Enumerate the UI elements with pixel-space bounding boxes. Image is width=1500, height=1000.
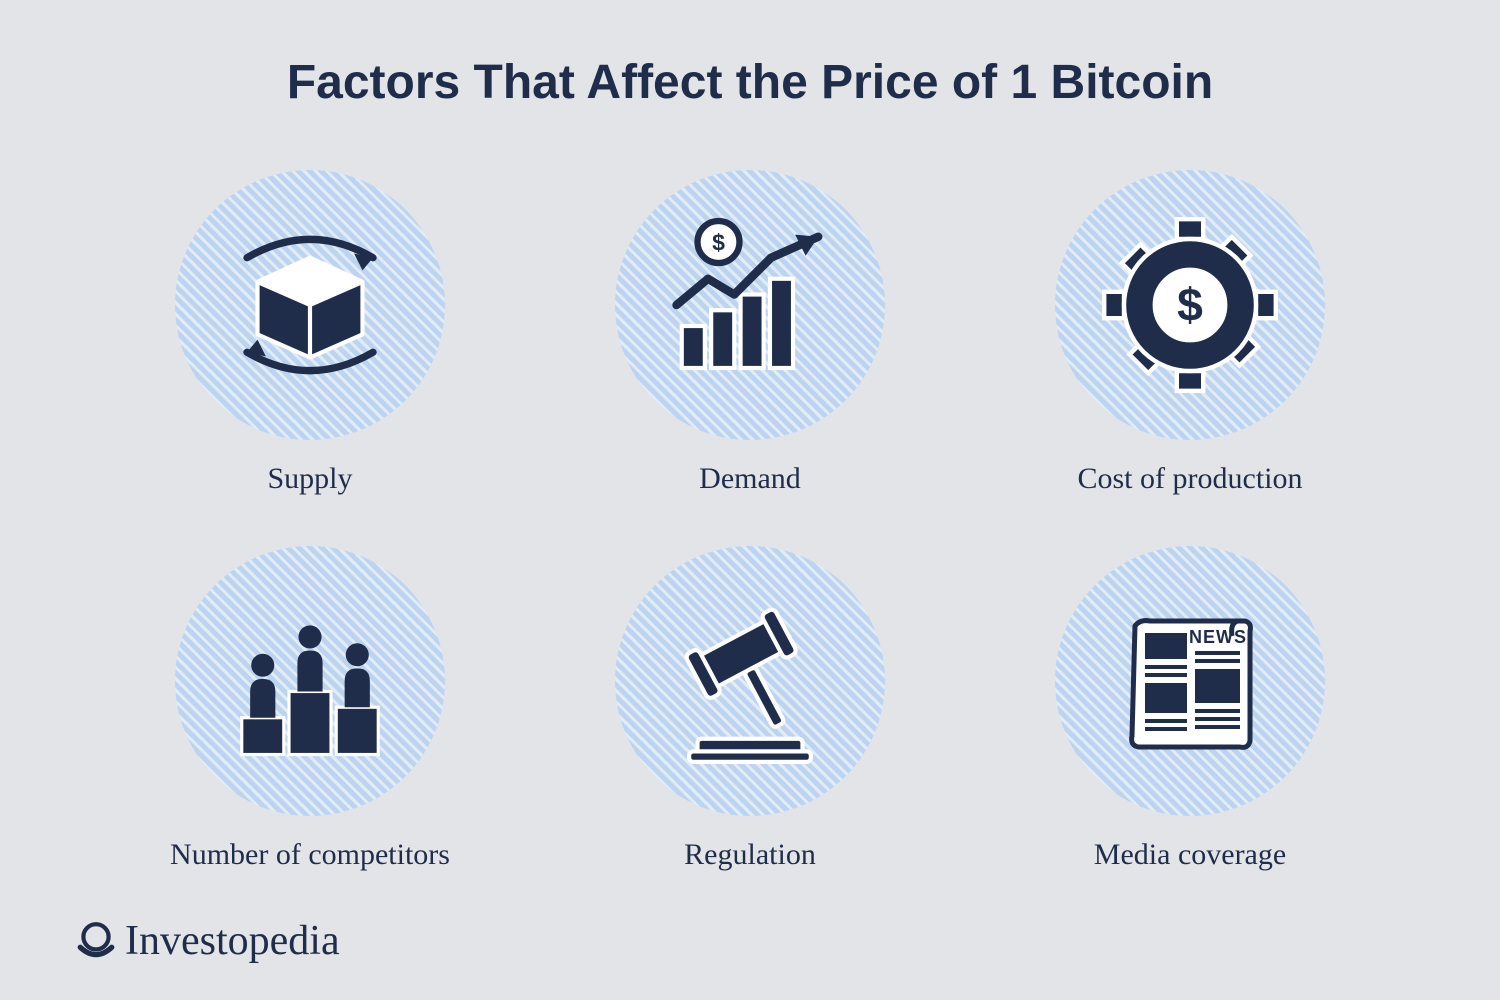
svg-text:$: $: [1177, 278, 1203, 330]
svg-text:NEWS: NEWS: [1189, 627, 1247, 647]
bar-chart-dollar-arrow-icon: $: [615, 170, 885, 440]
factor-media: NEWS: [1055, 546, 1325, 872]
circle-bg: [175, 170, 445, 440]
circle-bg: $: [615, 170, 885, 440]
brand-name: Investopedia: [125, 917, 340, 965]
circle-bg: NEWS: [1055, 546, 1325, 816]
factors-grid: Supply $: [0, 110, 1500, 872]
circle-bg: [175, 546, 445, 816]
gavel-icon: [615, 546, 885, 816]
circle-bg: [615, 546, 885, 816]
factor-label: Number of competitors: [170, 838, 450, 872]
factor-regulation: Regulation: [615, 546, 885, 872]
svg-text:$: $: [712, 229, 725, 255]
box-cycle-arrows-icon: [175, 170, 445, 440]
factor-demand: $ Demand: [615, 170, 885, 496]
circle-bg: $: [1055, 170, 1325, 440]
factor-label: Demand: [699, 462, 801, 496]
factor-label: Cost of production: [1078, 462, 1303, 496]
factor-competitors: Number of competitors: [170, 546, 450, 872]
factor-label: Regulation: [684, 838, 816, 872]
newspaper-icon: NEWS: [1055, 546, 1325, 816]
factor-supply: Supply: [175, 170, 445, 496]
factor-label: Media coverage: [1094, 838, 1286, 872]
brand-logo: Investopedia: [75, 917, 340, 965]
globe-swoosh-icon: [75, 920, 117, 962]
podium-people-icon: [175, 546, 445, 816]
gear-dollar-icon: $: [1055, 170, 1325, 440]
page-title: Factors That Affect the Price of 1 Bitco…: [0, 0, 1500, 110]
factor-label: Supply: [267, 462, 352, 496]
factor-cost: $ Cost of production: [1055, 170, 1325, 496]
